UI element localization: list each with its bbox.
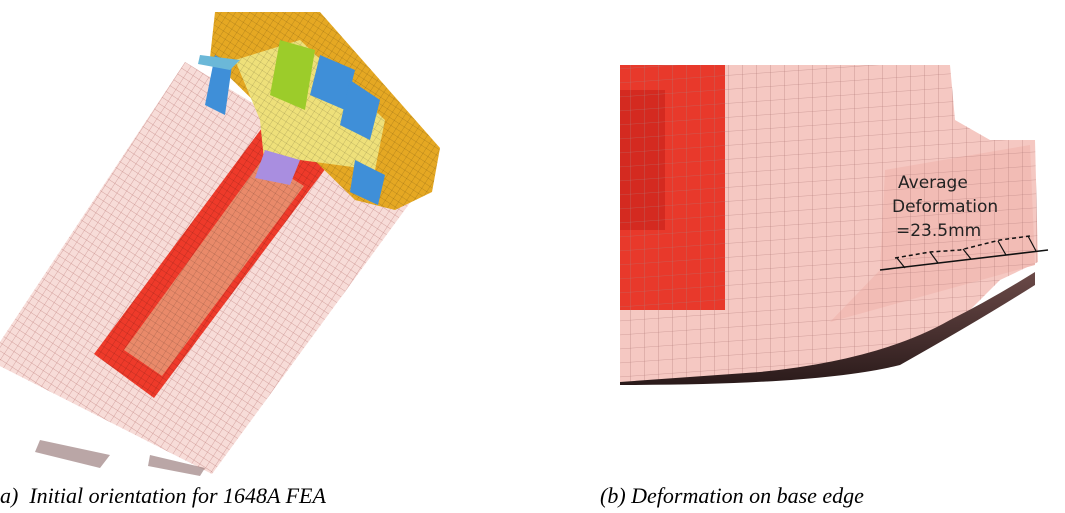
annotation: Average — [898, 173, 968, 193]
caption: (b) Deformation on base edge — [600, 483, 864, 508]
page: Average Deformation =23.5mm a) Initial o… — [0, 0, 1065, 513]
fea-model-b: Average Deformation =23.5mm — [620, 65, 1048, 385]
caption: a) Initial orientation for 1648A FEA — [0, 483, 326, 508]
figure: Average Deformation =23.5mm a) Initial o… — [0, 0, 1065, 513]
annotation: Deformation — [892, 197, 998, 217]
annotation: =23.5mm — [896, 221, 981, 241]
fea-model-a — [0, 12, 440, 476]
